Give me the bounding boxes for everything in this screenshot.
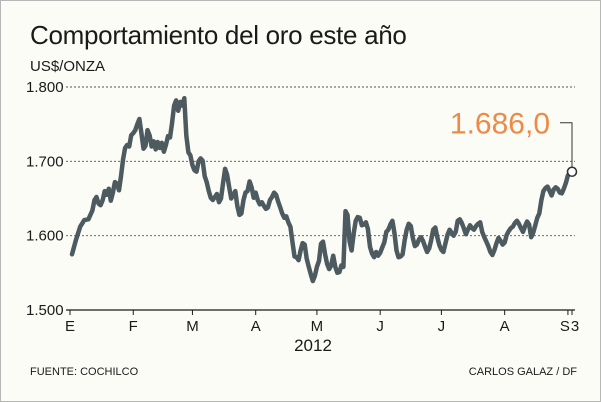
last-value-marker — [566, 166, 578, 178]
y-tick-label: 1.500 — [26, 302, 64, 319]
gold-price-line — [69, 95, 575, 284]
x-tick-label: M — [186, 318, 199, 335]
x-tick-label: 3 — [571, 318, 579, 335]
author-credit: CARLOS GALAZ / DF — [468, 366, 577, 378]
y-axis-unit: US$/ONZA — [30, 58, 106, 75]
x-tick-label: S — [560, 318, 570, 335]
x-tick-label: J — [438, 318, 446, 335]
x-tick-label: J — [376, 318, 384, 335]
chart-title: Comportamiento del oro este año — [30, 20, 407, 50]
x-tick-label: E — [65, 318, 75, 335]
x-tick-label: A — [251, 318, 261, 335]
callout-leader-line — [560, 122, 573, 167]
x-tick-label: A — [500, 318, 510, 335]
x-axis-year-label: 2012 — [294, 336, 332, 355]
y-tick-label: 1.600 — [26, 228, 64, 245]
x-tick-label: M — [311, 318, 324, 335]
y-axis-ticks: 1.800 1.700 1.600 1.500 — [26, 79, 64, 319]
grid-lines — [66, 86, 575, 311]
y-tick-label: 1.800 — [26, 79, 64, 96]
last-value-label: 1.686,0 — [450, 108, 550, 141]
y-tick-label: 1.700 — [26, 153, 64, 170]
x-tick-label: F — [129, 318, 138, 335]
source-note: FUENTE: COCHILCO — [30, 366, 139, 378]
